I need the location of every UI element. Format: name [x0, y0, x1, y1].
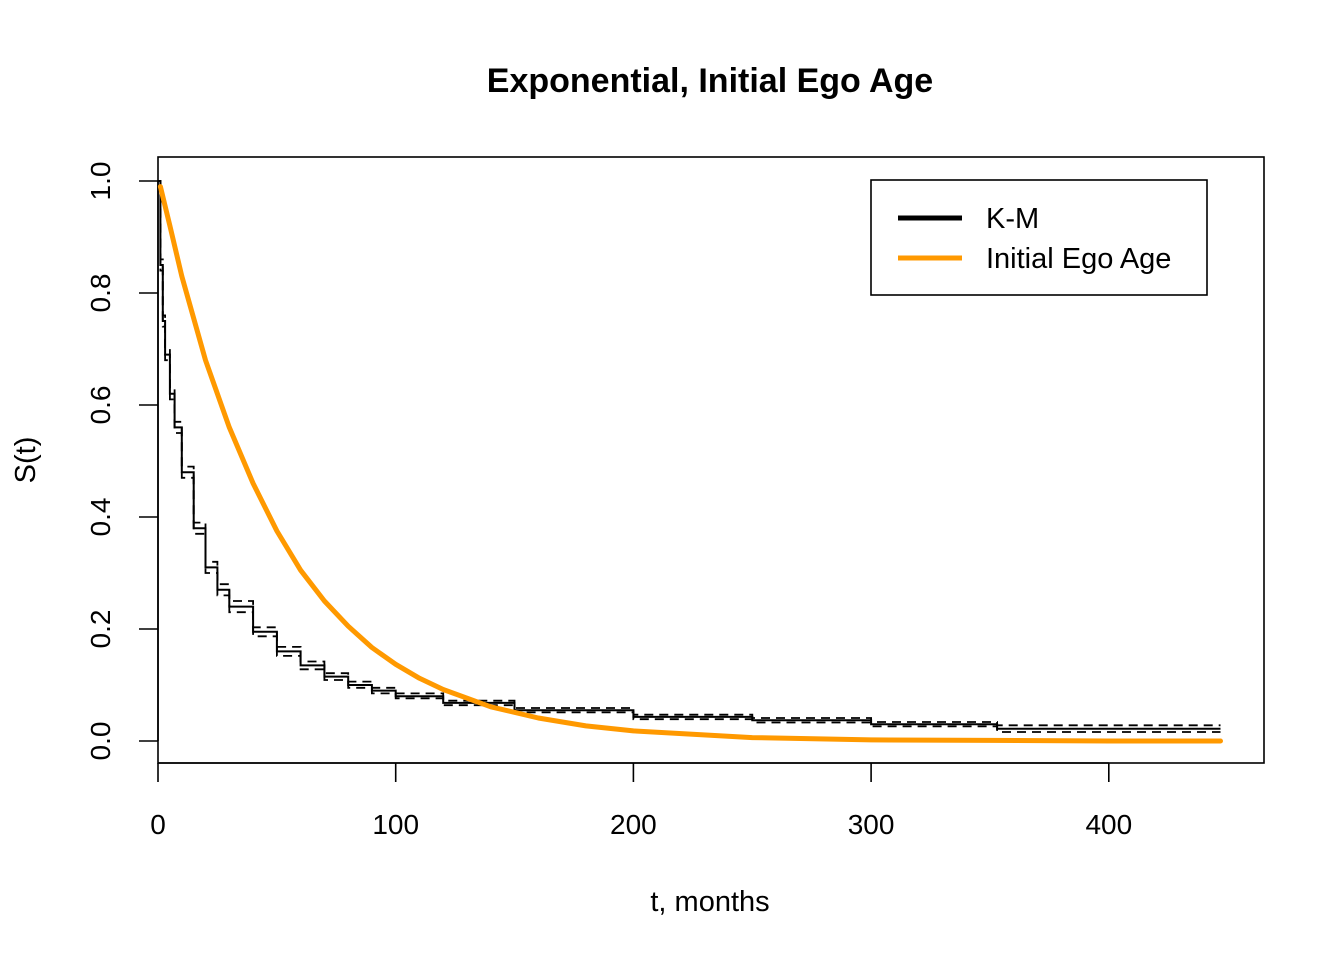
y-axis-label: S(t) [10, 437, 42, 484]
legend-box [870, 179, 1208, 296]
y-tick-label-2: 0.4 [85, 498, 116, 537]
y-tick-label-3: 0.6 [85, 386, 116, 425]
x-tick-label-200: 200 [610, 809, 657, 840]
x-axis-label: t, months [650, 886, 769, 918]
series-initial-ego-age-line [157, 184, 1223, 744]
y-tick-label-0: 0.0 [85, 722, 116, 761]
x-tick-label-100: 100 [372, 809, 419, 840]
chart-title: Exponential, Initial Ego Age [487, 62, 933, 100]
x-tick-label-400: 400 [1085, 809, 1132, 840]
y-tick-label-5: 1.0 [85, 162, 116, 201]
x-axis: 0 100 200 300 400 [150, 762, 1132, 840]
x-tick-label-300: 300 [848, 809, 895, 840]
series-k-m-line [158, 180, 1221, 730]
y-tick-label-1: 0.2 [85, 610, 116, 649]
legend: K-M Initial Ego Age [870, 179, 1208, 296]
y-tick-label-4: 0.8 [85, 274, 116, 313]
legend-label-km: K-M [986, 203, 1039, 235]
legend-label-initial-ego-age: Initial Ego Age [986, 243, 1171, 275]
y-axis: 0.0 0.2 0.4 0.6 0.8 1.0 [85, 162, 159, 761]
series-layer [157, 180, 1223, 744]
x-tick-label-0: 0 [150, 809, 166, 840]
